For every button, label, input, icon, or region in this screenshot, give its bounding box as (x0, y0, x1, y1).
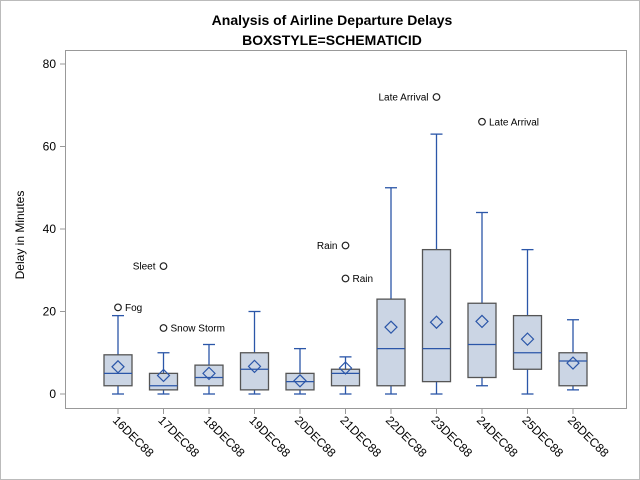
outlier-label: Snow Storm (171, 324, 225, 335)
mean-marker (202, 366, 216, 381)
y-axis-label: Delay in Minutes (13, 191, 27, 280)
outlier-point (341, 241, 350, 250)
outlier-label: Late Arrival (489, 117, 539, 128)
box-18DEC88 (194, 364, 224, 387)
outlier-label: Fog (125, 303, 142, 314)
outlier-point (432, 93, 441, 101)
mean-marker (475, 314, 489, 329)
mean-marker (566, 356, 580, 370)
box-16DEC88 (103, 354, 133, 387)
mean-marker (384, 320, 398, 335)
outlier-point (341, 274, 350, 283)
mean-marker (111, 359, 125, 374)
outlier-point (159, 262, 168, 271)
mean-marker (293, 373, 307, 388)
outlier-point (159, 324, 168, 332)
outlier-label: Rain (353, 274, 374, 285)
outlier-label: Sleet (133, 262, 156, 273)
outlier-point (478, 117, 486, 126)
y-tick-label: 60 (43, 140, 57, 154)
mean-marker (247, 359, 262, 374)
outlier-label: Rain (317, 241, 338, 252)
y-tick-label: 40 (43, 222, 57, 236)
box-24DEC88 (467, 302, 497, 379)
plot-frame (65, 50, 627, 409)
box-25DEC88 (512, 314, 543, 370)
y-tick-label: 0 (49, 387, 56, 401)
outlier-point (114, 303, 122, 312)
box-22DEC88 (376, 298, 406, 387)
mean-marker (520, 332, 535, 346)
mean-marker (156, 368, 171, 383)
box-19DEC88 (239, 352, 270, 391)
y-tick-label: 20 (43, 305, 57, 319)
chart-title: Analysis of Airline Departure Delays (212, 12, 453, 28)
mean-marker (338, 361, 353, 375)
chart-subtitle: BOXSTYLE=SCHEMATICID (242, 32, 422, 48)
box-21DEC88 (330, 368, 361, 387)
outlier-label: Late Arrival (378, 93, 428, 104)
mean-marker (429, 315, 444, 330)
y-tick-label: 80 (43, 57, 57, 71)
